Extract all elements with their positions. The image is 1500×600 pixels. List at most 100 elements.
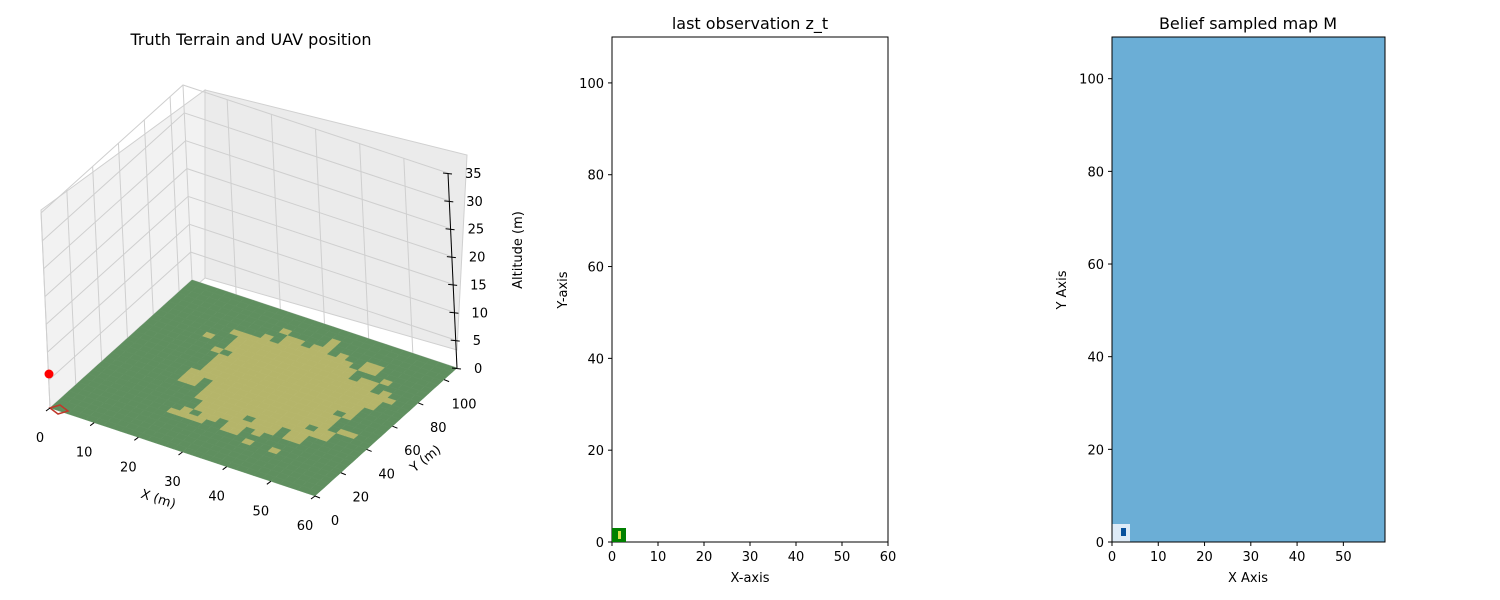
observed-patch-inner <box>618 531 621 539</box>
y-tick-mark <box>418 402 424 406</box>
y-tick-mark <box>314 495 321 499</box>
x-tick-label: 10 <box>76 446 93 461</box>
gridline-z <box>43 140 451 270</box>
y-tick-label: 80 <box>587 169 604 184</box>
terrain-title: Truth Terrain and UAV position <box>129 30 371 49</box>
z-tick-label: 15 <box>470 278 487 293</box>
uav-footprint <box>48 404 70 415</box>
z-tick-mark <box>448 283 458 286</box>
terrain-surface <box>49 279 458 497</box>
x-tick-label: 10 <box>1150 550 1167 565</box>
y-tick-label: 0 <box>1096 536 1104 551</box>
y-tick-label: 60 <box>404 444 421 459</box>
x-tick-label: 50 <box>834 550 851 565</box>
observation-plot-area <box>611 36 889 543</box>
z-tick-label: 10 <box>471 306 488 321</box>
x-tick-mark <box>89 422 95 427</box>
gridline-x <box>403 158 414 354</box>
belief-background <box>1112 37 1385 542</box>
belief-patch-dark <box>1121 528 1126 536</box>
z-axis-line <box>447 172 458 369</box>
y-tick-mark <box>392 425 398 429</box>
y-tick-label: 100 <box>1079 73 1104 88</box>
y-tick-label: 0 <box>596 536 604 551</box>
z-tick-label: 35 <box>465 167 482 182</box>
x-tick-label: 0 <box>608 550 616 565</box>
y-tick-mark <box>443 379 450 383</box>
belief-y-ticks: 0 20 40 60 80 100 <box>1079 73 1112 551</box>
y-tick-label: 100 <box>579 77 604 92</box>
z-tick-label: 20 <box>469 251 486 266</box>
z-tick-label: 0 <box>474 362 482 377</box>
y-tick-mark <box>366 448 372 452</box>
x-tick-label: 30 <box>1243 550 1260 565</box>
belief-plot-frame <box>1111 36 1386 543</box>
x-tick-label: 20 <box>696 550 713 565</box>
y-tick-label: 20 <box>353 491 370 506</box>
y-tick-mark <box>340 472 347 476</box>
z-tick-mark <box>444 200 454 203</box>
z-tick-mark <box>451 367 462 370</box>
y-axis-ticks: 0 20 40 60 80 100 <box>314 379 477 529</box>
belief-x-ticks: 0 10 20 30 40 50 <box>1108 542 1352 565</box>
x-tick-label: 40 <box>1289 550 1306 565</box>
y-tick-label: 60 <box>1087 258 1104 273</box>
x-tick-label: 30 <box>164 475 181 490</box>
belief-title: Belief sampled map M <box>1159 14 1337 33</box>
z-axis-label: Altitude (m) <box>511 211 526 289</box>
x-tick-label: 0 <box>36 431 44 446</box>
z-axis-ticks: 0 5 10 15 20 25 30 35 <box>442 167 488 377</box>
gridline-y <box>66 189 77 385</box>
z-tick-mark <box>445 228 455 231</box>
x-tick-mark <box>178 451 183 456</box>
y-tick-label: 60 <box>587 261 604 276</box>
gridline-x <box>315 128 325 325</box>
z-tick-mark <box>442 172 453 175</box>
x-tick-mark <box>134 436 139 441</box>
observation-title: last observation z_t <box>672 14 828 34</box>
gridline-z <box>44 168 453 297</box>
x-tick-mark <box>45 407 51 412</box>
x-tick-label: 10 <box>650 550 667 565</box>
gridline-z <box>45 195 454 325</box>
gridline-y <box>117 143 128 339</box>
uav-position-marker <box>44 369 54 379</box>
gridline-z <box>48 251 456 381</box>
x-tick-label: 20 <box>120 460 137 475</box>
gridline-x <box>226 99 237 295</box>
y-tick-label: 40 <box>378 467 395 482</box>
z-tick-mark <box>449 311 459 314</box>
belief-y-label: Y Axis <box>1055 270 1070 310</box>
z-tick-mark <box>450 339 460 342</box>
x-tick-label: 50 <box>1335 550 1352 565</box>
z-tick-label: 5 <box>473 334 481 349</box>
x-tick-label: 60 <box>880 550 897 565</box>
gridline-x <box>359 143 370 339</box>
y-tick-label: 20 <box>587 444 604 459</box>
x-tick-label: 40 <box>208 490 225 505</box>
observation-x-label: X-axis <box>731 571 770 586</box>
belief-subplot: Belief sampled map M 0 10 20 30 40 50 0 20 40 60… <box>1055 14 1386 586</box>
observation-x-ticks: 0 10 20 30 40 50 60 <box>608 542 896 565</box>
gridline-y <box>169 96 180 292</box>
gridline-y <box>92 166 103 362</box>
gridline-z <box>40 84 449 214</box>
z-tick-label: 25 <box>468 223 485 238</box>
y-tick-label: 100 <box>452 398 477 413</box>
belief-x-label: X Axis <box>1228 571 1268 586</box>
z-tick-label: 30 <box>466 195 483 210</box>
observation-y-ticks: 0 20 40 60 80 100 <box>579 77 612 551</box>
y-tick-label: 40 <box>1087 351 1104 366</box>
y-tick-label: 40 <box>587 352 604 367</box>
x-tick-label: 60 <box>297 519 314 534</box>
y-tick-label: 20 <box>1087 443 1104 458</box>
z-tick-mark <box>446 256 456 259</box>
y-tick-label: 80 <box>1087 165 1104 180</box>
gridline-z <box>41 112 450 242</box>
gridline-z <box>47 223 455 353</box>
gridline-y <box>143 119 154 315</box>
x-axis-label: X (m) <box>139 487 178 512</box>
x-tick-mark <box>222 466 227 471</box>
x-tick-label: 20 <box>1196 550 1213 565</box>
